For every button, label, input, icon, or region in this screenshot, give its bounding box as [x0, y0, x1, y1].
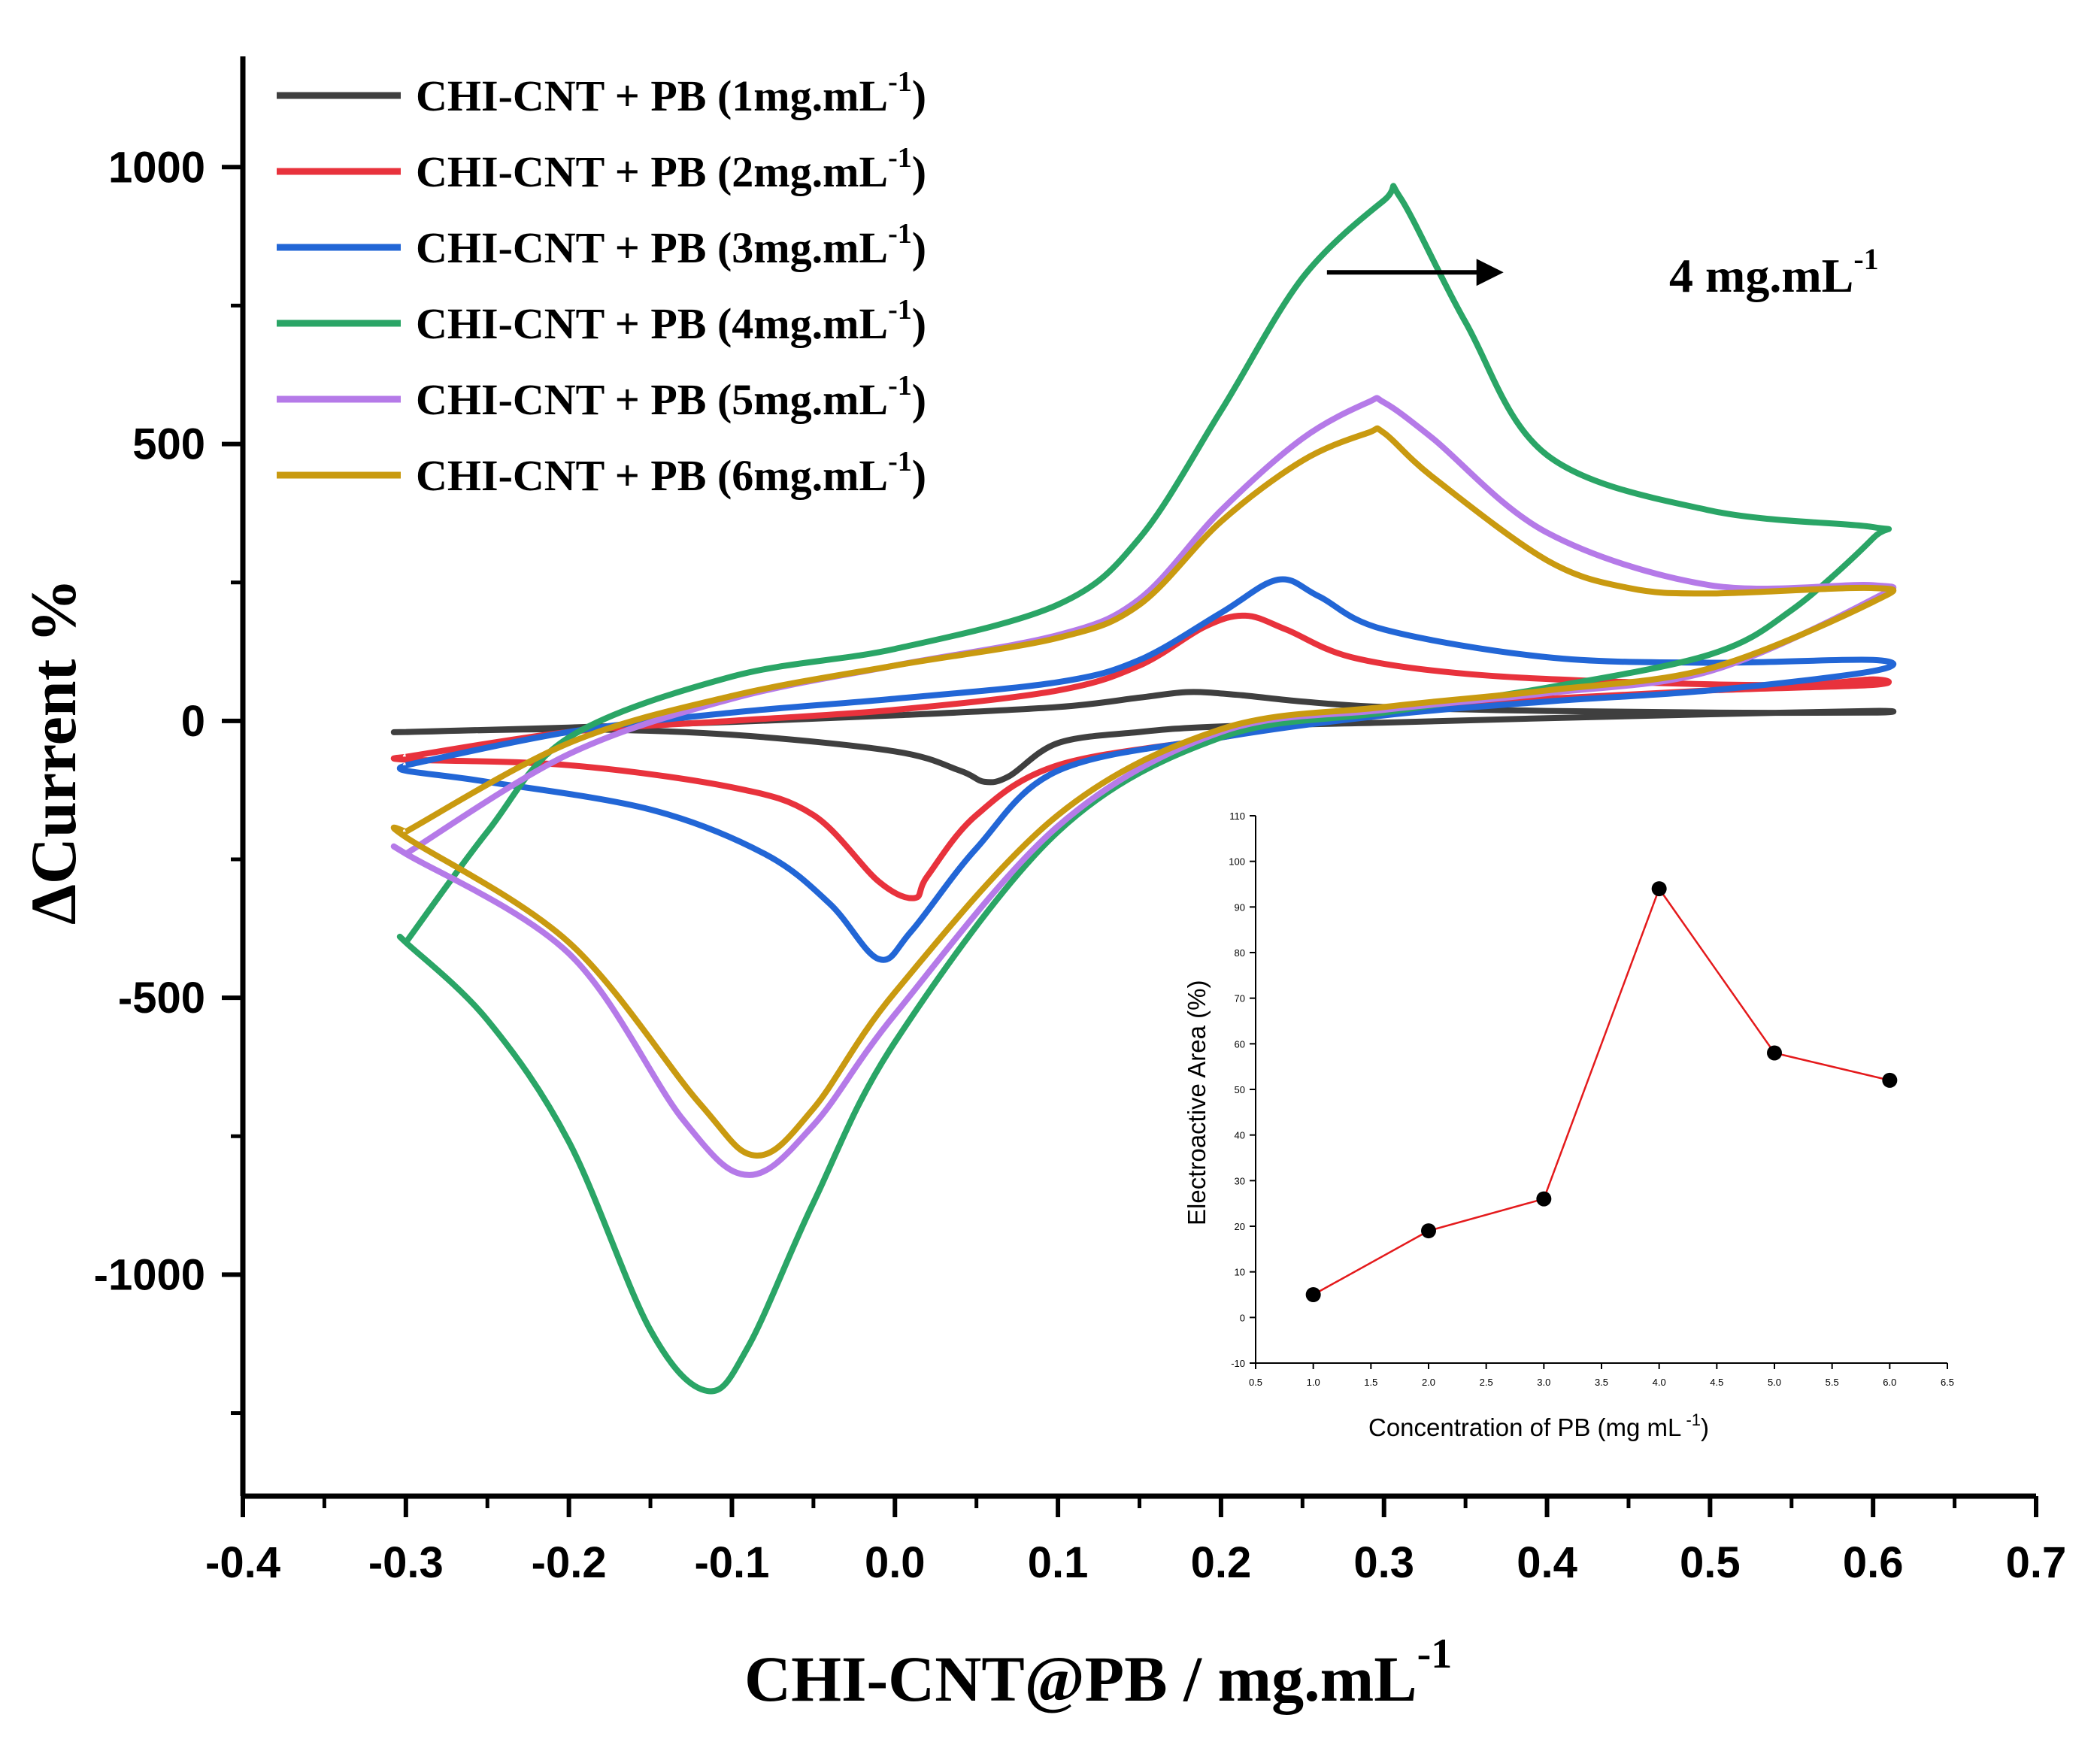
inset-x-tick-label: 5.5 — [1826, 1377, 1839, 1388]
legend-label-2: CHI-CNT + PB (2mg.mL-1) — [416, 142, 926, 196]
inset-data-point — [1651, 881, 1667, 897]
inset-y-tick-label: 40 — [1235, 1130, 1245, 1141]
inset-data-point — [1767, 1045, 1782, 1061]
inset-x-axis-title: Concentration of PB (mg mL -1) — [1368, 1410, 1709, 1441]
main-series-group — [390, 183, 1896, 1395]
series-line-4 — [396, 183, 1892, 1395]
inset-y-tick-label: 0 — [1240, 1312, 1245, 1323]
legend-label-3: CHI-CNT + PB (3mg.mL-1) — [416, 218, 926, 272]
y-axis-title: ΔCurrent % — [17, 578, 89, 925]
inset-y-tick-label: 30 — [1235, 1175, 1245, 1186]
x-tick-label: 0.2 — [1191, 1538, 1252, 1587]
inset-y-tick-label: 90 — [1235, 901, 1245, 913]
inset-x-tick-label: 3.0 — [1537, 1377, 1550, 1388]
annotation: 4 mg.mL-1 — [1326, 242, 1879, 302]
inset-y-tick-label: 110 — [1229, 810, 1245, 822]
inset-y-tick-label: 60 — [1235, 1038, 1245, 1050]
inset-x-tick-label: 1.0 — [1307, 1377, 1320, 1388]
x-tick-label: 0.1 — [1028, 1538, 1089, 1587]
inset-y-tick-label: 20 — [1235, 1221, 1245, 1232]
inset-y-tick-label: -10 — [1231, 1358, 1245, 1369]
legend-label-1: CHI-CNT + PB (1mg.mL-1) — [416, 66, 926, 120]
legend-label-4: CHI-CNT + PB (4mg.mL-1) — [416, 294, 926, 348]
series-line-6 — [390, 425, 1896, 1159]
inset-data-point — [1305, 1287, 1321, 1302]
inset-x-tick-label: 3.5 — [1595, 1377, 1608, 1388]
inset-axes: 0.5 1.0 1.5 2.0 2.5 3.0 3.5 4.0 4.5 5.0 5.5 6.0 6.5 -… — [1229, 810, 1954, 1388]
inset-x-tick-label: 6.0 — [1883, 1377, 1896, 1388]
inset-y-tick-label: 80 — [1235, 947, 1245, 959]
inset-y-axis-title: Electroactive Area (%) — [1183, 980, 1211, 1225]
inset-x-tick-label: 5.0 — [1768, 1377, 1781, 1388]
inset-x-tick-label: 6.5 — [1941, 1377, 1954, 1388]
x-axis-title: CHI-CNT@PB / mg.mL-1 — [744, 1631, 1452, 1715]
inset-data-point — [1882, 1072, 1898, 1088]
legend-label-5: CHI-CNT + PB (5mg.mL-1) — [416, 370, 926, 424]
inset-x-tick-label: 4.0 — [1653, 1377, 1666, 1388]
x-tick-label: 0.5 — [1680, 1538, 1741, 1587]
x-tick-label: 0.6 — [1843, 1538, 1904, 1587]
series-line-5 — [390, 395, 1896, 1178]
series-line-1 — [390, 689, 1896, 786]
inset-y-tick-label: 70 — [1235, 993, 1245, 1004]
x-tick-label: -0.2 — [532, 1538, 607, 1587]
y-tick-label: 1000 — [108, 143, 205, 192]
y-tick-label: -1000 — [94, 1250, 205, 1299]
inset-x-tick-label: 2.0 — [1422, 1377, 1435, 1388]
y-tick-label: -500 — [118, 974, 205, 1022]
inset-y-tick-label: 50 — [1235, 1084, 1245, 1095]
inset-y-tick-label: 100 — [1229, 856, 1245, 868]
inset-data-point — [1421, 1223, 1436, 1239]
inset-series-group — [1305, 881, 1898, 1302]
inset-y-tick-label: 10 — [1235, 1267, 1245, 1278]
x-tick-label: -0.4 — [205, 1538, 280, 1587]
legend-label-6: CHI-CNT + PB (6mg.mL-1) — [416, 446, 926, 500]
x-tick-label: 0.0 — [865, 1538, 926, 1587]
annotation-label: 4 mg.mL-1 — [1669, 242, 1879, 302]
x-tick-label: 0.4 — [1517, 1538, 1577, 1587]
x-tick-label: -0.1 — [694, 1538, 769, 1587]
main-axes: -0.4 -0.3 -0.2 -0.1 0.0 0.1 0.2 0.3 0.4 0.5 0.6 0.7… — [94, 56, 2067, 1587]
y-tick-label: 500 — [132, 420, 205, 469]
inset-x-tick-label: 1.5 — [1364, 1377, 1377, 1388]
inset-data-point — [1536, 1191, 1552, 1207]
inset-x-tick-label: 4.5 — [1710, 1377, 1723, 1388]
series-line-2 — [390, 612, 1892, 901]
x-tick-label: 0.7 — [2006, 1538, 2067, 1587]
series-line-3 — [396, 576, 1896, 963]
x-tick-label: 0.3 — [1353, 1538, 1414, 1587]
inset-series-line — [1313, 886, 1890, 1296]
legend: CHI-CNT + PB (1mg.mL-1) CHI-CNT + PB (2mg… — [277, 66, 926, 500]
y-tick-label: 0 — [181, 697, 205, 746]
inset-x-tick-label: 2.5 — [1480, 1377, 1493, 1388]
x-tick-label: -0.3 — [368, 1538, 444, 1587]
inset-x-tick-label: 0.5 — [1249, 1377, 1262, 1388]
